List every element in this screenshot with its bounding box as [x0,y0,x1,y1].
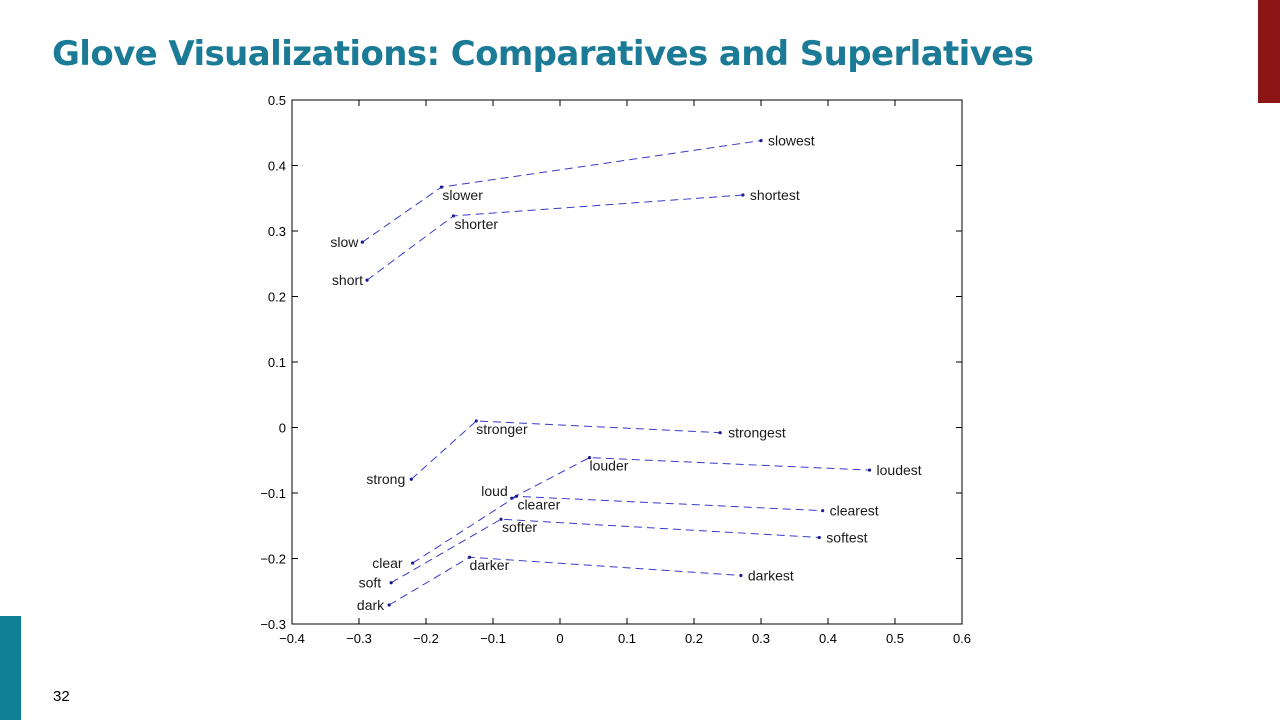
point-label-strong: strong [366,471,405,487]
x-tick-label: 0.4 [819,631,837,646]
point-slowest [759,139,763,143]
x-tick-label: 0 [556,631,563,646]
point-label-shortest: shortest [750,187,800,203]
y-tick-label: −0.3 [260,617,286,632]
point-label-shorter: shorter [454,216,498,232]
point-darkest [739,573,743,578]
x-tick-label: 0.2 [685,631,703,646]
point-clear [411,561,415,565]
point-shortest [741,193,745,197]
point-label-softer: softer [502,519,537,535]
point-dark [387,603,391,607]
y-tick-label: 0.3 [268,224,286,239]
point-label-slow: slow [330,234,359,250]
point-softer [499,517,503,521]
y-tick-label: 0.4 [268,159,286,174]
point-label-slowest: slowest [768,133,815,149]
point-darker [467,555,472,559]
series-line-loud [511,457,870,499]
point-label-darkest: darkest [748,568,794,584]
y-tick-label: −0.2 [260,552,286,567]
y-tick-label: 0.5 [268,93,286,108]
point-label-louder: louder [589,458,628,474]
slide-title: Glove Visualizations: Comparatives and S… [52,34,1034,74]
series-line-short [366,194,743,281]
accent-bar-bottom [0,616,21,720]
point-louder [587,456,592,460]
point-short [365,278,369,282]
point-label-clearer: clearer [517,496,560,512]
point-stronger [474,419,478,423]
point-strong [409,477,413,481]
x-tick-label: 0.5 [886,631,904,646]
point-labels: slow slower slowest short shorter shortest str… [330,133,921,613]
series-line-soft [390,518,820,584]
axis-ticks: −0.4 −0.3 −0.2 −0.1 0 0.1 0.2 0.3 0.4 0.5 0.60.50.… [260,93,971,646]
x-tick-label: 0.3 [752,631,770,646]
point-slow [360,240,364,244]
point-label-stronger: stronger [476,421,528,437]
point-label-softest: softest [826,530,867,546]
point-slower [439,185,444,189]
series-line-slow [362,140,762,243]
point-clearest [821,509,825,513]
x-tick-label: 0.6 [953,631,971,646]
page-number: 32 [53,688,70,705]
point-label-loudest: loudest [877,462,922,478]
accent-bar-top [1258,0,1280,103]
y-tick-label: 0.1 [268,355,286,370]
y-tick-label: −0.1 [260,486,286,501]
y-tick-label: 0.2 [268,290,286,305]
point-label-short: short [332,272,363,288]
point-strongest [718,431,722,435]
point-loudest [867,468,872,472]
y-tick-label: 0 [279,421,286,436]
x-tick-label: −0.1 [480,631,506,646]
point-shorter [451,214,456,218]
series-line-clear [412,495,823,564]
point-soft [389,581,393,585]
point-label-darker: darker [470,557,510,573]
series-line-strong [410,420,721,480]
point-softest [817,535,821,540]
point-label-slower: slower [442,187,483,203]
point-label-soft: soft [359,575,382,591]
x-tick-label: −0.2 [413,631,439,646]
point-label-dark: dark [357,597,385,613]
point-clearer [514,494,519,498]
point-label-clearest: clearest [830,503,879,519]
point-label-loud: loud [481,483,507,499]
series-group [360,139,872,607]
point-label-strongest: strongest [728,425,786,441]
point-label-clear: clear [372,555,403,571]
x-tick-label: −0.3 [346,631,372,646]
series-line-dark [388,556,741,606]
x-tick-label: −0.4 [279,631,305,646]
x-tick-label: 0.1 [618,631,636,646]
